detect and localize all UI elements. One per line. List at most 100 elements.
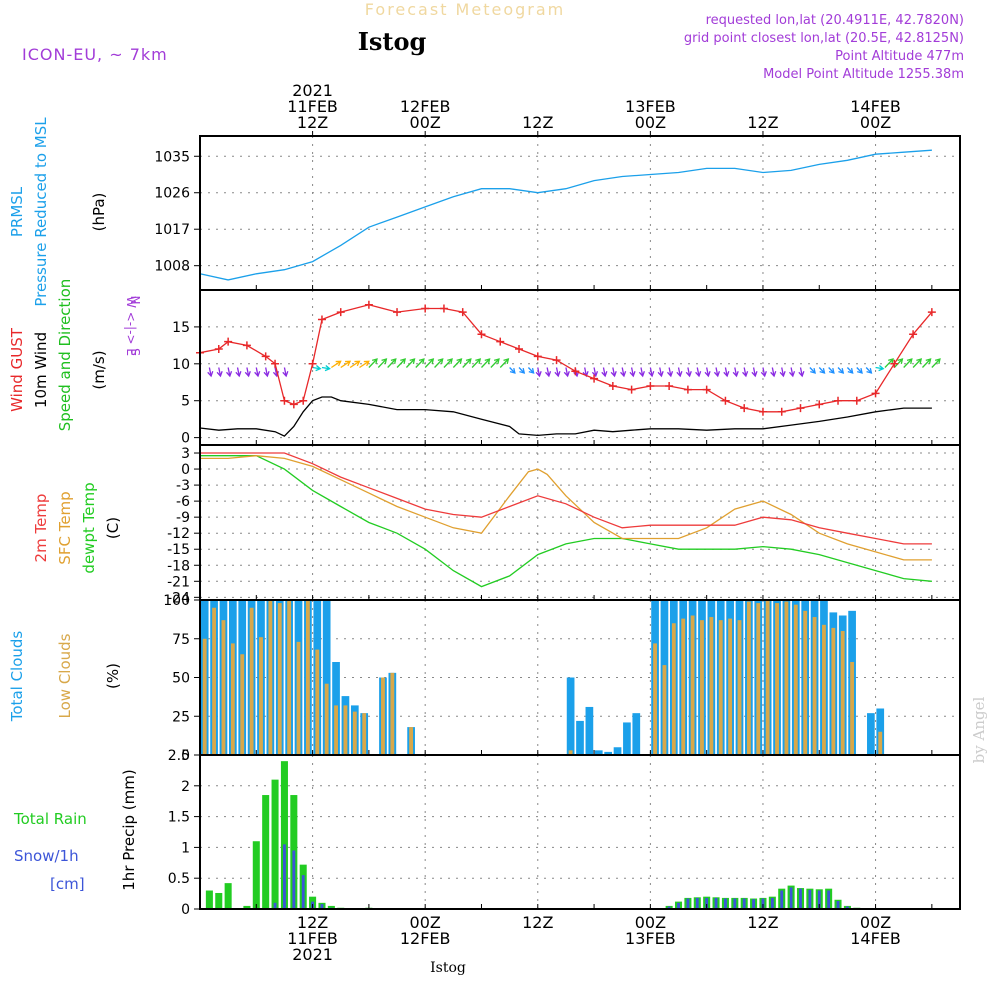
model-point-altitude: Model Point Altitude 1255.38m: [763, 67, 964, 82]
y-tick-label: 100: [163, 593, 190, 609]
panel-frame-temperature: [199, 444, 961, 601]
total-cloud-bar: [604, 751, 612, 755]
wind-direction-arrow: [563, 367, 570, 378]
wind-direction-arrow: [657, 367, 664, 378]
low-cloud-bar: [343, 705, 348, 755]
gust-marker: [909, 330, 918, 339]
wind-direction-arrow: [415, 358, 425, 368]
location-title: Istog: [358, 27, 427, 56]
low-cloud-bar: [746, 601, 751, 755]
wind-direction-arrow: [377, 358, 388, 368]
bottom-time-label: 00Z: [860, 913, 891, 932]
pressure-unit: (hPa): [90, 193, 108, 232]
low-cloud-bar: [718, 620, 723, 755]
wind-direction-arrow: [760, 367, 767, 378]
wind-direction-arrow: [788, 367, 796, 378]
wind-direction-arrow: [770, 367, 777, 378]
low-cloud-bar: [756, 603, 761, 755]
wind-dir-label: Speed and Direction: [56, 279, 74, 432]
low-cloud-bar: [324, 683, 329, 755]
rain-bar: [215, 892, 223, 909]
requested-coords: requested lon,lat (20.4911E, 42.7820N): [706, 13, 964, 28]
pressure-label-2: Pressure Reduced to MSL: [32, 117, 50, 307]
y-tick-label: 0: [181, 431, 190, 447]
y-tick-label: 10: [172, 357, 190, 373]
wind-direction-arrow: [282, 367, 289, 378]
low-cloud-bar: [230, 643, 235, 755]
low-cloud-bar: [305, 600, 310, 755]
wind-direction-arrow: [387, 358, 397, 368]
wind-direction-arrow: [359, 360, 370, 369]
wind-direction-arrow: [704, 367, 711, 378]
wind-direction-arrow: [893, 358, 904, 368]
rain-bar: [271, 779, 279, 909]
wind-direction-arrow: [434, 358, 444, 368]
compass-south: S: [129, 348, 143, 356]
low-cloud-bar: [287, 600, 292, 755]
y-tick-label: 0.5: [168, 871, 190, 887]
snow-bar: [273, 902, 277, 909]
snow-bar: [733, 898, 737, 909]
y-tick-label: 50: [172, 671, 190, 687]
wind-direction-arrow: [732, 367, 739, 378]
frames-layer: [194, 131, 961, 910]
wind-direction-arrow: [809, 367, 816, 374]
wind-direction-arrow: [443, 358, 453, 368]
wind-direction-arrow: [865, 367, 873, 374]
wind-direction-arrow: [884, 358, 894, 368]
top-time-label: 12Z: [297, 113, 328, 132]
wind-direction-arrow: [875, 365, 885, 372]
snow-bar: [761, 898, 765, 909]
snow-bar: [695, 897, 699, 909]
wind-direction-arrow: [330, 360, 342, 369]
wind-direction-arrow: [610, 367, 617, 378]
text-layer: 100810171026103505101530-3-6-9-12-15-18-…: [8, 81, 901, 964]
gust-marker: [458, 308, 467, 317]
wind-direction-arrow: [254, 367, 261, 378]
top-time-label: 2021: [292, 81, 333, 100]
total-cloud-bar: [594, 750, 603, 755]
wind-direction-arrow: [591, 367, 599, 378]
wind-direction-arrow: [912, 358, 923, 368]
wind-direction-arrow: [462, 358, 472, 368]
wind-direction-arrow: [798, 367, 805, 378]
low-cloud-bar: [268, 600, 273, 755]
gust-marker: [702, 385, 711, 394]
wind-direction-arrow: [312, 365, 322, 372]
gust-marker: [496, 337, 505, 346]
prmsl-line: [199, 149, 932, 281]
bottom-time-label: 13FEB: [625, 929, 676, 948]
low-cloud-bar: [840, 631, 845, 755]
y-tick-label: 1026: [154, 186, 190, 202]
watermark: by Angel: [970, 696, 988, 763]
panel-frame-precip: [199, 754, 961, 910]
gust-marker: [317, 315, 326, 324]
y-tick-label: -18: [167, 558, 190, 574]
wind-direction-arrow: [751, 367, 758, 378]
point-altitude: Point Altitude 477m: [835, 49, 964, 64]
low-cloud-bar: [662, 665, 667, 755]
y-tick-label: 1: [181, 840, 190, 856]
gust-marker: [393, 308, 402, 317]
bottom-time-label: 11FEB: [287, 929, 338, 948]
wind-direction-arrow: [742, 367, 749, 378]
y-tick-label: 2.5: [168, 748, 190, 764]
y-tick-label: 3: [181, 446, 190, 462]
low-cloud-bar: [240, 654, 245, 755]
wind-direction-arrow: [518, 367, 526, 374]
grid-layer: [200, 136, 960, 909]
y-tick-label: 15: [172, 320, 190, 336]
wind-direction-arrow: [216, 367, 223, 378]
snow-bar: [846, 906, 849, 909]
wind-gust-label: Wind GUST: [8, 327, 26, 412]
y-tick-label: -12: [167, 526, 190, 542]
low-cloud-bar: [249, 607, 254, 755]
wind-direction-arrow: [340, 360, 352, 369]
y-tick-label: -6: [176, 494, 190, 510]
top-time-label: 12FEB: [400, 97, 451, 116]
wind-direction-arrow: [620, 367, 627, 378]
wind-direction-arrow: [545, 367, 552, 378]
low-cloud-bar: [709, 617, 714, 755]
gust-marker: [834, 396, 843, 405]
